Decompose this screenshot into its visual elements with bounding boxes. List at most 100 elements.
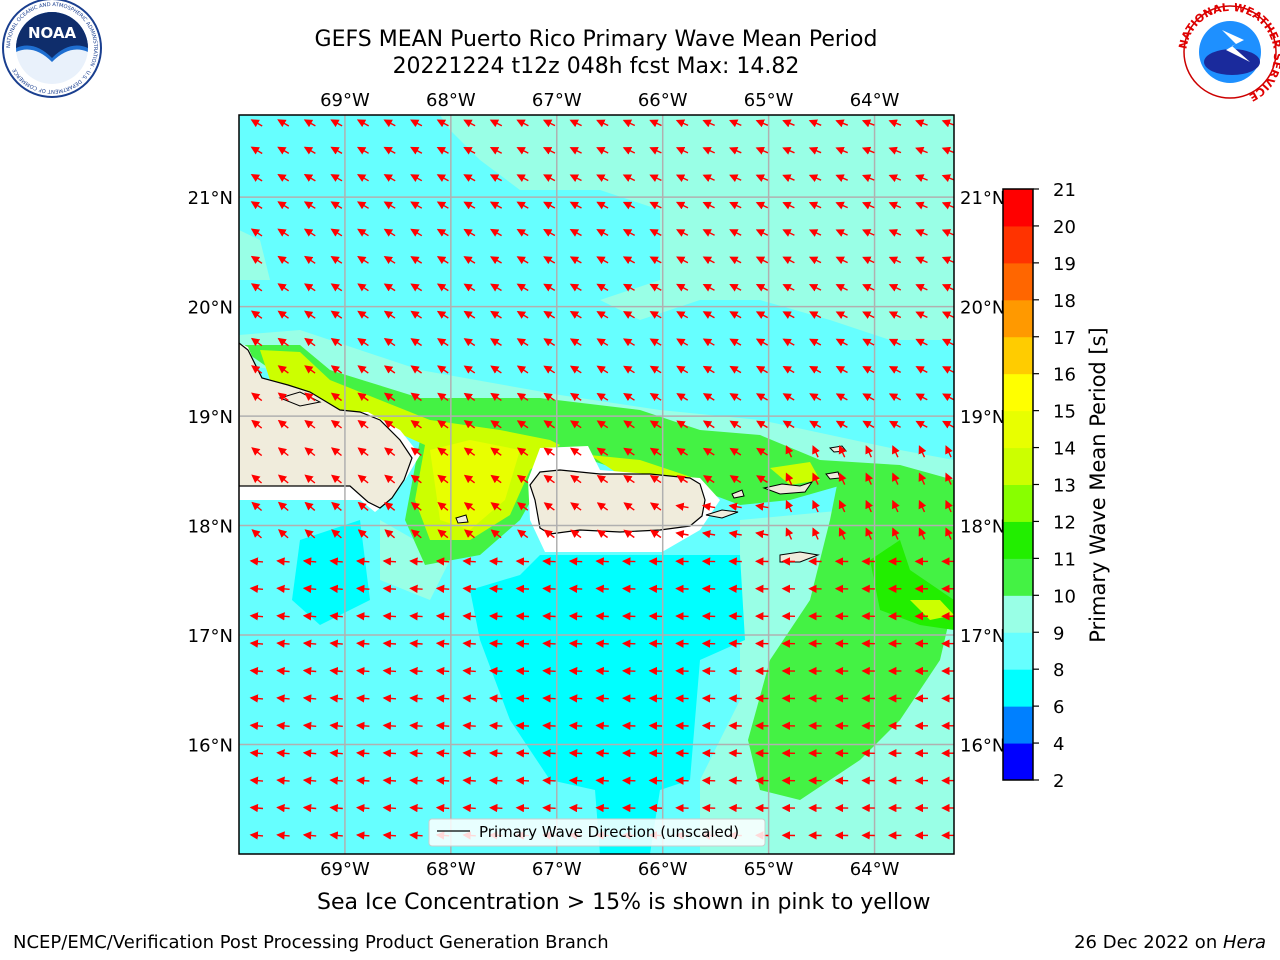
wave-direction-arrow bbox=[568, 721, 583, 731]
wave-direction-arrow bbox=[436, 256, 449, 265]
wave-direction-arrow bbox=[785, 472, 794, 485]
lon-tick-label: 68°W bbox=[426, 859, 476, 880]
wave-direction-arrow bbox=[782, 119, 795, 128]
wave-direction-arrow bbox=[277, 419, 289, 429]
wave-direction-arrow bbox=[702, 256, 715, 265]
wave-direction-arrow bbox=[596, 447, 609, 456]
period-band-12-14-vi bbox=[770, 462, 820, 485]
wave-direction-arrow bbox=[945, 499, 953, 513]
wave-direction-arrow bbox=[596, 256, 609, 265]
wave-direction-arrow bbox=[596, 311, 609, 319]
wave-direction-arrow bbox=[568, 639, 583, 648]
wave-direction-arrow bbox=[542, 776, 556, 785]
wave-direction-arrow bbox=[356, 803, 370, 813]
wave-direction-arrow bbox=[785, 499, 794, 513]
colorbar-tick-label: 4 bbox=[1053, 734, 1064, 755]
noaa-logo-text: NOAA bbox=[28, 24, 77, 42]
wave-direction-arrow bbox=[808, 119, 822, 128]
lat-tick-label: 16°N bbox=[188, 736, 233, 757]
wave-direction-arrow bbox=[251, 447, 263, 457]
wave-direction-arrow bbox=[490, 447, 502, 456]
wave-direction-arrow bbox=[357, 338, 369, 347]
wave-direction-arrow bbox=[409, 694, 423, 703]
wave-direction-arrow bbox=[782, 420, 795, 429]
wave-direction-arrow bbox=[249, 831, 264, 840]
wave-direction-arrow bbox=[382, 776, 397, 785]
wave-direction-arrow bbox=[515, 694, 530, 703]
wave-direction-arrow bbox=[595, 612, 609, 621]
wave-direction-arrow bbox=[675, 530, 689, 539]
wave-direction-arrow bbox=[942, 420, 954, 429]
island-shape bbox=[762, 481, 814, 495]
wave-direction-arrow bbox=[357, 419, 369, 429]
wave-direction-arrow bbox=[276, 831, 290, 840]
wave-direction-arrow bbox=[782, 393, 795, 402]
lon-tick-label: 65°W bbox=[744, 90, 794, 111]
wave-direction-arrow bbox=[436, 174, 449, 182]
wave-direction-arrow bbox=[436, 201, 449, 210]
wave-direction-arrow bbox=[435, 749, 450, 758]
wave-direction-arrow bbox=[357, 474, 369, 484]
wave-direction-arrow bbox=[782, 256, 795, 265]
wave-direction-arrow bbox=[542, 666, 556, 676]
wave-direction-arrow bbox=[915, 311, 928, 320]
wave-direction-arrow bbox=[276, 639, 290, 648]
wave-direction-arrow bbox=[782, 338, 795, 347]
wave-direction-arrow bbox=[756, 475, 768, 484]
wave-direction-arrow bbox=[383, 228, 396, 237]
wave-direction-arrow bbox=[543, 229, 556, 237]
wave-direction-arrow bbox=[649, 365, 662, 374]
wave-direction-arrow bbox=[251, 474, 263, 484]
wave-direction-arrow bbox=[302, 612, 317, 621]
wave-direction-arrow bbox=[489, 612, 503, 621]
wave-direction-arrow bbox=[676, 393, 689, 402]
wave-direction-arrow bbox=[250, 337, 263, 347]
wave-direction-arrow bbox=[250, 119, 263, 128]
colorbar-segment bbox=[1003, 373, 1033, 412]
wave-direction-arrow bbox=[463, 256, 476, 265]
wave-direction-arrow bbox=[437, 529, 449, 539]
wave-direction-arrow bbox=[542, 557, 556, 566]
wave-direction-arrow bbox=[249, 776, 264, 785]
wave-direction-arrow bbox=[649, 420, 662, 429]
wave-direction-arrow bbox=[941, 201, 954, 210]
wave-direction-arrow bbox=[569, 174, 582, 183]
wave-direction-arrow bbox=[515, 803, 530, 813]
wave-direction-arrow bbox=[436, 228, 449, 237]
wave-direction-arrow bbox=[382, 721, 397, 731]
wave-direction-arrow bbox=[623, 420, 635, 429]
wave-direction-arrow bbox=[595, 694, 609, 703]
wave-direction-arrow bbox=[383, 146, 396, 155]
wave-direction-arrow bbox=[489, 201, 503, 210]
wave-direction-arrow bbox=[808, 284, 822, 292]
wave-direction-arrow bbox=[862, 311, 875, 319]
wave-direction-arrow bbox=[782, 229, 795, 237]
wave-direction-arrow bbox=[249, 584, 264, 594]
wave-direction-arrow bbox=[676, 256, 689, 265]
wave-direction-arrow bbox=[729, 420, 742, 429]
wave-direction-arrow bbox=[595, 584, 609, 594]
wave-direction-arrow bbox=[251, 529, 262, 539]
lon-tick-label: 65°W bbox=[744, 859, 794, 880]
wave-direction-arrow bbox=[463, 502, 476, 511]
wave-direction-arrow bbox=[785, 527, 794, 540]
wave-direction-arrow bbox=[649, 201, 662, 210]
wave-direction-arrow bbox=[435, 694, 450, 703]
wave-direction-arrow bbox=[675, 201, 689, 210]
wave-direction-arrow bbox=[303, 119, 316, 128]
wave-direction-arrow bbox=[277, 474, 289, 484]
wave-direction-arrow bbox=[915, 284, 928, 292]
wave-direction-arrow bbox=[570, 502, 582, 511]
wave-direction-arrow bbox=[516, 229, 529, 237]
wave-direction-arrow bbox=[435, 612, 450, 621]
wave-direction-arrow bbox=[729, 365, 742, 374]
wave-direction-arrow bbox=[942, 393, 954, 402]
wave-direction-arrow bbox=[596, 393, 609, 402]
wave-direction-arrow bbox=[329, 612, 343, 621]
wave-direction-arrow bbox=[330, 146, 343, 155]
wave-direction-arrow bbox=[729, 119, 742, 128]
wave-direction-arrow bbox=[462, 666, 476, 676]
wave-direction-arrow bbox=[623, 475, 635, 484]
colorbar-tick-label: 20 bbox=[1053, 217, 1076, 238]
